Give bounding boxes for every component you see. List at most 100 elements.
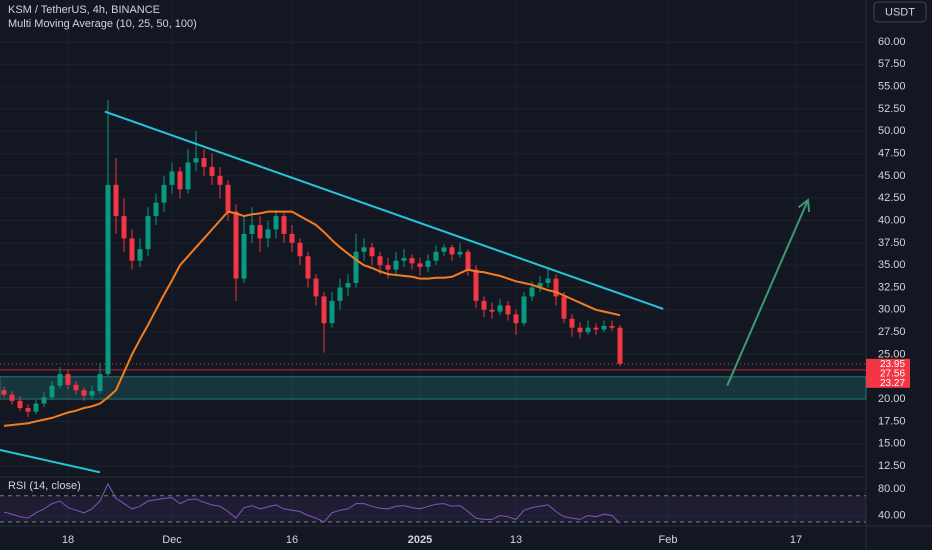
y-tick-label: 55.00 (878, 81, 906, 93)
candle-body (521, 296, 527, 324)
support-zone (0, 376, 867, 400)
candle-body (577, 327, 583, 333)
y-tick-label: 45.00 (878, 170, 906, 182)
x-tick-label: 13 (510, 534, 522, 546)
x-tick-label: 18 (62, 534, 74, 546)
y-tick-label: 52.50 (878, 103, 906, 115)
candle-body (41, 397, 47, 404)
candle-body (473, 269, 479, 301)
candle-body (497, 305, 503, 312)
candle-body (321, 296, 327, 324)
candle-body (177, 171, 183, 190)
candle-body (425, 260, 431, 267)
candle-body (513, 314, 519, 324)
y-tick-label: 57.50 (878, 58, 906, 70)
price-tag (866, 368, 910, 379)
currency-label[interactable]: USDT (885, 6, 915, 18)
candle-body (281, 216, 287, 234)
x-tick-label: Feb (659, 534, 678, 546)
candle-body (265, 229, 271, 239)
candle-body (217, 175, 223, 185)
candle-body (201, 158, 207, 167)
candle-body (385, 265, 391, 270)
y-tick-label: 47.50 (878, 147, 906, 159)
y-tick-label: 15.00 (878, 438, 906, 450)
candle-body (289, 233, 295, 243)
candle-body (593, 327, 599, 330)
candle-body (537, 283, 543, 288)
candle-body (401, 258, 407, 261)
price-tag-label: 23.95 (880, 359, 905, 370)
candle-body (193, 158, 199, 163)
candle-body (369, 247, 375, 257)
candle-body (361, 247, 367, 252)
rsi-tick-label: 40.00 (878, 509, 906, 521)
candle-body (409, 258, 415, 264)
candle-body (433, 251, 439, 261)
candle-body (609, 325, 615, 328)
candle-body (417, 263, 423, 267)
rsi-title: RSI (14, close) (8, 480, 81, 492)
y-tick-label: 17.50 (878, 415, 906, 427)
price-tag-label: 23.27 (880, 378, 905, 389)
candle-body (137, 249, 143, 261)
candle-body (241, 233, 247, 279)
rsi-line (3, 482, 621, 524)
candle-body (169, 171, 175, 185)
indicator-name: Multi Moving Average (10, 25, 50, 100) (8, 18, 197, 30)
candle-body (489, 309, 495, 312)
candle-body (617, 327, 623, 364)
candle-body (345, 283, 351, 288)
moving-average (3, 210, 621, 427)
candle-body (1, 390, 7, 395)
candle-body (505, 305, 511, 315)
candle-body (153, 202, 159, 217)
price-tag (866, 377, 910, 388)
candle-body (9, 394, 15, 401)
y-tick-label: 35.00 (878, 259, 906, 271)
candle-body (329, 300, 335, 324)
y-tick-label: 37.50 (878, 237, 906, 249)
candle-body (561, 296, 567, 319)
candle-body (337, 287, 343, 301)
candle-body (585, 327, 591, 333)
candle-body (257, 225, 263, 239)
y-tick-label: 27.50 (878, 326, 906, 338)
candle-body (441, 247, 447, 252)
candle-body (89, 391, 95, 396)
candle-body (97, 374, 103, 392)
candle-body (145, 216, 151, 250)
candle-body (65, 374, 71, 385)
candle-body (33, 403, 39, 412)
candle-body (313, 278, 319, 297)
y-tick-label: 12.50 (878, 460, 906, 472)
x-tick-label: Dec (162, 534, 182, 546)
price-tag (866, 358, 910, 369)
candle-body (73, 384, 79, 391)
candle-body (465, 251, 471, 270)
candle-body (297, 242, 303, 257)
candle-body (249, 225, 255, 234)
candle-body (57, 374, 63, 386)
currency-button[interactable] (873, 1, 927, 23)
candle-body (17, 400, 23, 409)
chart-title: KSM / TetherUS, 4h, BINANCE (8, 4, 160, 16)
candle-body (81, 390, 87, 396)
candle-body (601, 325, 607, 330)
candle-body (377, 256, 383, 266)
y-tick-label: 50.00 (878, 125, 906, 137)
candle-body (121, 216, 127, 239)
x-tick-label: 17 (790, 534, 802, 546)
x-tick-label: 16 (286, 534, 298, 546)
candle-body (113, 184, 119, 217)
arrow-head (797, 198, 811, 213)
candle-body (449, 247, 455, 255)
candle-body (457, 251, 463, 255)
trend-line (104, 110, 664, 310)
y-tick-label: 60.00 (878, 36, 906, 48)
candle-body (273, 216, 279, 230)
candle-body (233, 211, 239, 279)
candle-body (305, 256, 311, 279)
candle-body (481, 300, 487, 310)
